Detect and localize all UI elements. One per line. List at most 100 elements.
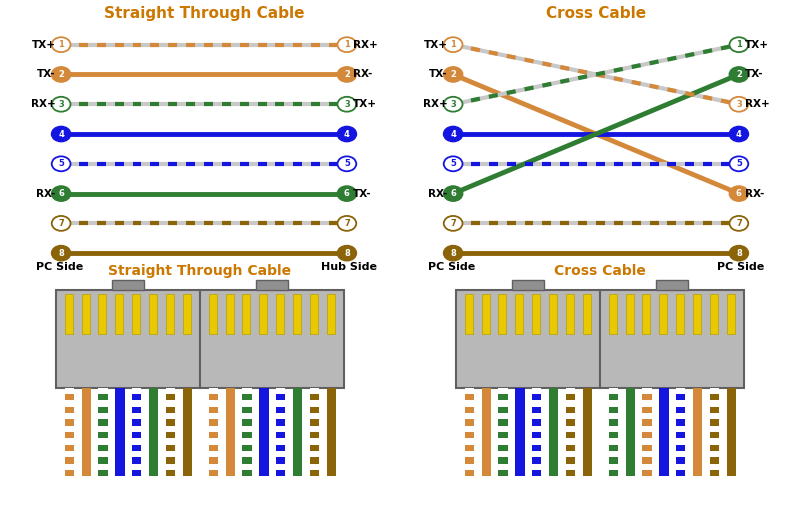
Text: RX-: RX- <box>353 69 372 80</box>
Bar <box>242 445 252 451</box>
Bar <box>465 470 474 476</box>
Bar <box>132 470 142 476</box>
Text: TX+: TX+ <box>31 40 55 50</box>
Bar <box>642 445 652 451</box>
Text: TX+: TX+ <box>745 40 769 50</box>
Text: PC Side: PC Side <box>36 262 83 271</box>
Bar <box>310 295 318 334</box>
Text: RX+: RX+ <box>353 40 378 50</box>
Text: 5: 5 <box>344 159 350 169</box>
Bar <box>727 388 736 476</box>
Bar <box>310 445 319 451</box>
Bar <box>98 419 108 425</box>
Circle shape <box>52 216 70 231</box>
Text: 7: 7 <box>736 219 742 228</box>
Bar <box>676 388 686 476</box>
Bar <box>710 388 719 476</box>
Bar <box>498 470 508 476</box>
Circle shape <box>338 246 356 261</box>
Text: 8: 8 <box>736 249 742 257</box>
Bar <box>515 295 523 334</box>
Circle shape <box>730 127 748 142</box>
Bar <box>310 432 319 438</box>
Text: Hub Side: Hub Side <box>321 262 377 271</box>
Bar <box>200 290 344 388</box>
Bar <box>642 470 652 476</box>
Bar <box>532 445 542 451</box>
Bar <box>676 457 686 464</box>
Circle shape <box>730 67 748 82</box>
Bar <box>465 407 474 413</box>
Text: Straight Through Cable: Straight Through Cable <box>109 264 291 278</box>
Bar <box>642 432 652 438</box>
Text: 2: 2 <box>58 70 64 79</box>
Circle shape <box>338 67 356 82</box>
Bar <box>465 445 474 451</box>
Bar <box>642 457 652 464</box>
Text: PC Side: PC Side <box>428 262 475 271</box>
Bar <box>609 394 618 400</box>
Bar <box>276 470 286 476</box>
Bar <box>310 394 319 400</box>
Bar <box>132 388 142 476</box>
Text: 4: 4 <box>736 130 742 139</box>
Bar <box>242 457 252 464</box>
Circle shape <box>444 246 462 261</box>
Bar <box>209 457 218 464</box>
Bar <box>65 457 74 464</box>
Text: 8: 8 <box>450 249 456 257</box>
Bar <box>482 388 490 476</box>
Bar <box>209 470 218 476</box>
Bar <box>276 457 286 464</box>
Bar <box>276 419 286 425</box>
Bar <box>609 419 618 425</box>
Bar <box>310 407 319 413</box>
Bar <box>242 432 252 438</box>
Bar <box>626 388 634 476</box>
Bar <box>242 388 252 476</box>
Bar <box>310 419 319 425</box>
Bar <box>98 295 106 334</box>
Text: 6: 6 <box>450 189 456 198</box>
Bar <box>609 470 618 476</box>
Bar <box>56 290 200 388</box>
Bar <box>98 445 108 451</box>
Circle shape <box>338 216 356 231</box>
Text: 3: 3 <box>736 100 742 109</box>
Bar <box>276 388 286 476</box>
Bar <box>65 407 74 413</box>
Bar <box>293 388 302 476</box>
Bar <box>327 388 336 476</box>
Bar <box>498 394 508 400</box>
Bar <box>132 419 142 425</box>
Text: RX+: RX+ <box>745 99 770 109</box>
Bar <box>166 388 175 476</box>
Text: 3: 3 <box>58 100 64 109</box>
Circle shape <box>444 216 462 231</box>
Bar <box>693 388 702 476</box>
Circle shape <box>338 97 356 112</box>
Text: RX-: RX- <box>428 189 447 199</box>
Bar <box>98 394 108 400</box>
Bar <box>642 419 652 425</box>
Bar <box>710 407 719 413</box>
Bar <box>166 470 175 476</box>
Bar <box>498 407 508 413</box>
Circle shape <box>338 156 356 171</box>
Bar <box>82 388 90 476</box>
Bar <box>259 295 267 334</box>
Text: 7: 7 <box>58 219 64 228</box>
Text: 4: 4 <box>450 130 456 139</box>
Bar <box>166 419 175 425</box>
Text: 3: 3 <box>344 100 350 109</box>
Text: 6: 6 <box>344 189 350 198</box>
Bar <box>642 295 650 334</box>
Text: RX+: RX+ <box>30 99 55 109</box>
Bar <box>183 295 191 334</box>
Text: TX-: TX- <box>429 69 447 80</box>
Bar <box>166 394 175 400</box>
Bar <box>642 407 652 413</box>
Bar <box>656 280 688 290</box>
Bar <box>710 419 719 425</box>
Bar <box>65 445 74 451</box>
